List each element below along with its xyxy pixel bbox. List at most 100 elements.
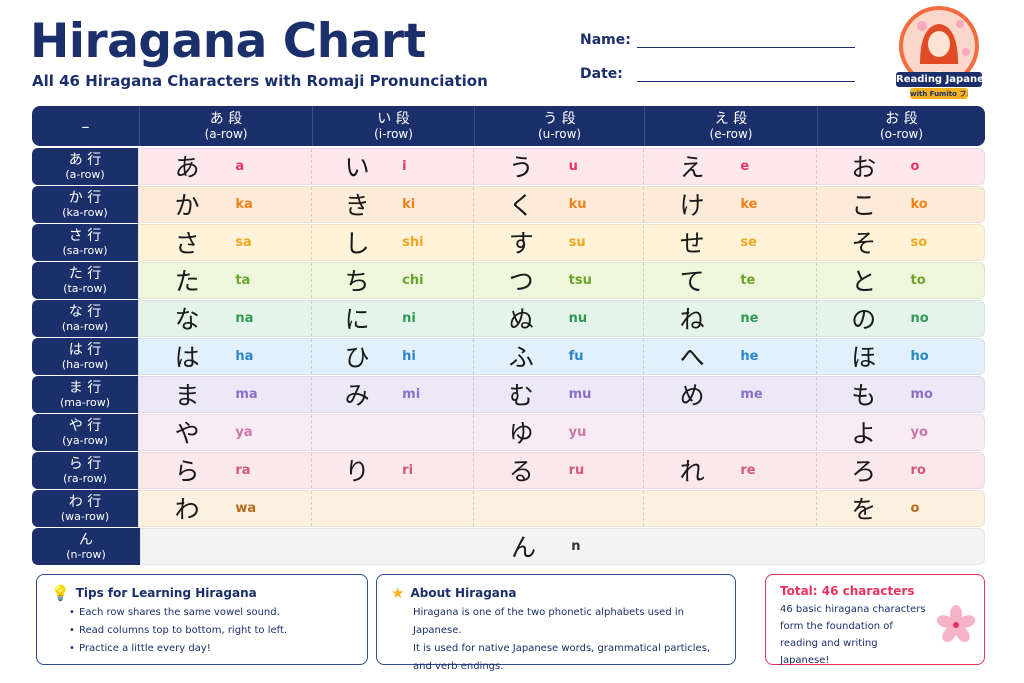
row-body: か ka き ki く ku け ke こ ko — [138, 186, 985, 223]
table-header-row: – あ 段 (a-row) い 段 (i-row) う 段 (u-row) え 段 (e-row… — [32, 106, 985, 146]
mascot-logo — [896, 6, 982, 99]
kana-cell: せ se — [644, 225, 817, 260]
total-line: reading and writing Japanese! — [780, 638, 878, 666]
badge-text-main: Reading Japanese — [896, 74, 982, 85]
romaji-label: ne — [740, 310, 759, 326]
kana-cell: さ sa — [139, 225, 312, 260]
romaji-label: mu — [568, 386, 592, 402]
kana-cell: ね ne — [644, 301, 817, 336]
row-body: な na に ni ぬ nu ね ne の no — [138, 300, 985, 337]
kana-character: さ — [174, 229, 200, 259]
kana-cell: に ni — [312, 301, 474, 336]
romaji-label: i — [402, 158, 407, 174]
kana-cell: ぬ nu — [474, 301, 644, 336]
romaji-label: ka — [235, 196, 253, 212]
kana-cell: み mi — [312, 377, 474, 412]
kana-cell: わ wa — [139, 491, 312, 526]
romaji-label: ku — [568, 196, 587, 212]
tip-item: Each row shares the same vowel sound. — [69, 604, 353, 622]
row-header-main: か 行 — [68, 189, 102, 206]
kana-character: ろ — [851, 457, 877, 487]
column-header-main: え 段 — [714, 111, 748, 127]
kana-character: ら — [174, 457, 200, 487]
row-header-sub: (n-row) — [66, 547, 106, 561]
kana-cell: そ so — [817, 225, 984, 260]
romaji-label: hi — [402, 348, 416, 364]
name-label: Name: — [580, 32, 631, 48]
romaji-label: tsu — [568, 272, 592, 288]
table-row: ま 行 (ma-row) ま ma み mi む mu め me も mo — [32, 376, 985, 413]
kana-character: む — [508, 381, 534, 411]
row-header-main: ら 行 — [68, 455, 102, 472]
romaji-label: he — [740, 348, 759, 364]
kana-character: わ — [174, 495, 200, 525]
romaji-label: na — [235, 310, 254, 326]
total-line: form the foundation of — [780, 621, 893, 632]
romaji-label: su — [568, 234, 586, 250]
kana-cell: す su — [474, 225, 644, 260]
romaji-label: a — [235, 158, 245, 174]
kana-cell — [644, 415, 817, 450]
kana-cell — [474, 491, 644, 526]
row-header-sub: (ka-row) — [62, 205, 108, 219]
table-row: あ 行 (a-row) あ a い i う u え e お o — [32, 148, 985, 185]
row-header: な 行 (na-row) — [32, 300, 138, 337]
kana-character: と — [851, 267, 877, 297]
row-body: た ta ち chi つ tsu て te と to — [138, 262, 985, 299]
row-header-sub: (a-row) — [65, 167, 105, 181]
romaji-label: yo — [910, 424, 928, 440]
kana-cell: と to — [817, 263, 984, 298]
kana-character: ま — [174, 381, 200, 411]
row-header-sub: (ha-row) — [61, 357, 109, 371]
kana-character: ほ — [851, 343, 877, 373]
row-header: ん (n-row) — [32, 528, 140, 565]
kana-character: ぬ — [508, 305, 534, 335]
romaji-label: chi — [402, 272, 424, 288]
table-row: た 行 (ta-row) た ta ち chi つ tsu て te と to — [32, 262, 985, 299]
row-header: ら 行 (ra-row) — [32, 452, 138, 489]
hiragana-table: – あ 段 (a-row) い 段 (i-row) う 段 (u-row) え 段 (e-row… — [32, 106, 985, 566]
kana-character: す — [508, 229, 534, 259]
romaji-label: nu — [568, 310, 588, 326]
romaji-label: mi — [402, 386, 421, 402]
kana-cell: か ka — [139, 187, 312, 222]
badge-text-sub: with Fumito フミト — [910, 90, 968, 98]
kana-cell: し shi — [312, 225, 474, 260]
kana-character: の — [851, 305, 877, 335]
table-row: な 行 (na-row) な na に ni ぬ nu ね ne の no — [32, 300, 985, 337]
romaji-label: me — [740, 386, 763, 402]
romaji-label: mo — [910, 386, 933, 402]
row-header-main: あ 行 — [68, 151, 102, 168]
kana-character: ゆ — [508, 419, 534, 449]
name-field[interactable] — [637, 34, 855, 48]
column-header-sub: (u-row) — [537, 127, 582, 141]
romaji-label: ho — [910, 348, 929, 364]
romaji-label: ko — [910, 196, 928, 212]
lightbulb-icon: 💡 — [51, 584, 70, 602]
kana-character: い — [344, 153, 370, 183]
kana-cell: た ta — [139, 263, 312, 298]
date-field[interactable] — [637, 68, 855, 82]
kana-cell — [312, 415, 474, 450]
kana-cell: こ ko — [817, 187, 984, 222]
kana-character: お — [851, 153, 877, 183]
table-row: ら 行 (ra-row) ら ra り ri る ru れ re ろ ro — [32, 452, 985, 489]
romaji-label: o — [910, 158, 920, 174]
row-body: さ sa し shi す su せ se そ so — [138, 224, 985, 261]
kana-character: つ — [508, 267, 534, 297]
romaji-label: ya — [235, 424, 253, 440]
brand-badge: Reading Japanese with Fumito フミト — [890, 4, 988, 104]
about-title: About Hiragana — [410, 586, 517, 600]
romaji-label: e — [740, 158, 750, 174]
kana-cell: や ya — [139, 415, 312, 450]
kana-cell: ろ ro — [817, 453, 984, 488]
kana-character: る — [508, 457, 534, 487]
kana-cell: ゆ yu — [474, 415, 644, 450]
column-header: え 段 (e-row) — [645, 106, 818, 146]
table-corner: – — [32, 106, 140, 146]
romaji-label: to — [910, 272, 926, 288]
kana-character: は — [174, 343, 200, 373]
